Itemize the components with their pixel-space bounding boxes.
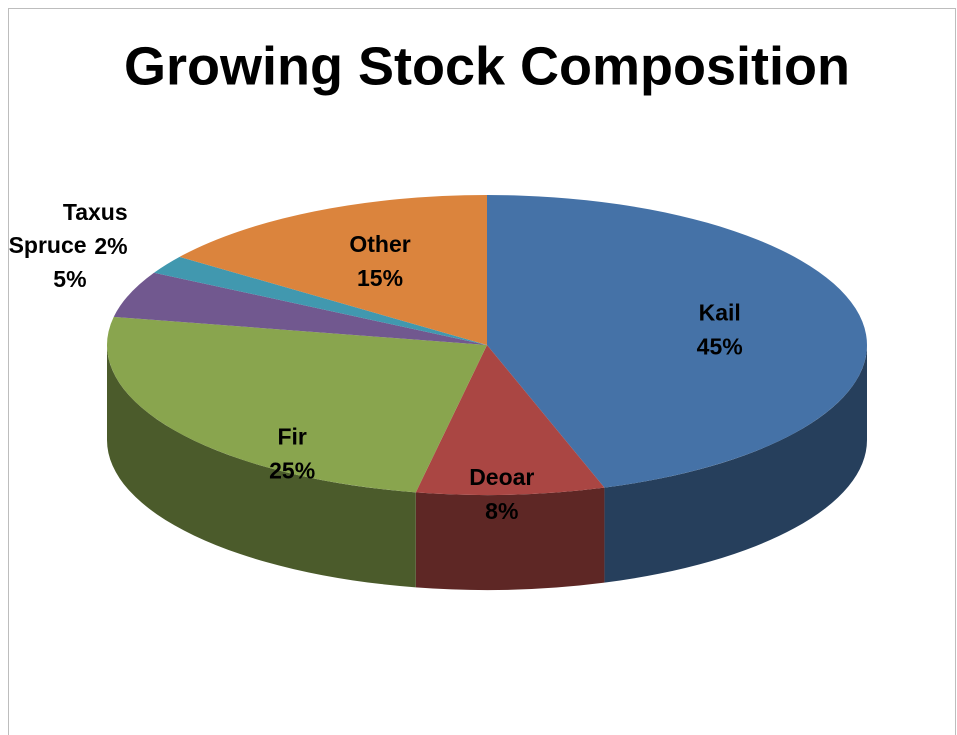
label-value: 8% <box>485 498 518 524</box>
slice-side <box>415 487 605 590</box>
label-value: 15% <box>357 265 403 291</box>
label-name: Fir <box>277 423 306 449</box>
label-name: Spruce <box>9 232 87 258</box>
chart-border <box>8 8 956 735</box>
label-name: Deoar <box>469 464 534 490</box>
label-value: 45% <box>697 334 743 360</box>
slice <box>179 195 487 345</box>
slice <box>487 195 868 488</box>
slice <box>106 316 487 493</box>
data-label: Kail 45% <box>697 300 743 360</box>
slice <box>154 256 487 345</box>
label-name: Other <box>349 231 410 257</box>
data-label: Deoar 8% <box>469 464 534 524</box>
slice-side <box>107 345 416 588</box>
data-label: Fir 25% <box>269 423 315 483</box>
label-name: Kail <box>699 300 741 326</box>
slice <box>415 345 605 496</box>
data-label: Taxus 2% <box>63 199 128 259</box>
label-value: 25% <box>269 457 315 483</box>
label-name: Taxus <box>63 199 128 225</box>
data-label: Other 15% <box>349 231 410 291</box>
chart-title: Growing Stock Composition <box>124 36 850 96</box>
label-value: 2% <box>94 233 127 259</box>
slice-side <box>604 345 867 583</box>
slice <box>113 272 488 345</box>
label-value: 5% <box>53 266 86 292</box>
data-label: Spruce 5% <box>9 232 87 292</box>
